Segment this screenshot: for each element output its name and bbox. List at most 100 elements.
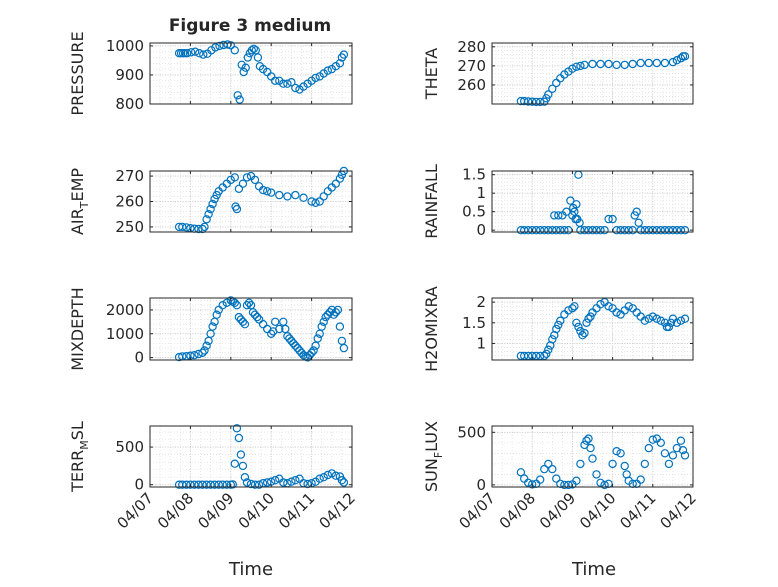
data-point <box>291 83 300 93</box>
data-point <box>339 478 349 487</box>
data-point <box>329 310 338 319</box>
data-point <box>331 179 340 188</box>
data-point <box>186 480 195 489</box>
data-point <box>660 225 670 235</box>
y-tick-label: 2000 <box>106 301 144 319</box>
y-tick-label: 270 <box>115 167 144 185</box>
y-tick-label: 0 <box>134 476 144 494</box>
data-point <box>660 449 670 458</box>
data-point <box>552 474 561 483</box>
data-point <box>178 222 187 232</box>
data-point <box>668 57 678 67</box>
data-point <box>668 225 678 235</box>
x-tick-label: 04/08 <box>496 489 539 532</box>
data-point <box>584 225 593 235</box>
data-point <box>211 43 220 52</box>
data-point <box>660 58 670 68</box>
y-axis-label: MIXDEPTH <box>68 287 87 370</box>
y-tick-label: 900 <box>115 66 144 84</box>
axes-box <box>491 42 694 105</box>
data-point <box>572 62 581 72</box>
data-point <box>317 322 326 331</box>
data-point <box>247 46 256 55</box>
figure-title: Figure 3 medium <box>169 16 331 36</box>
data-point <box>636 225 645 235</box>
axes-box <box>149 425 353 488</box>
axes-box <box>491 170 694 233</box>
data-point <box>520 96 529 106</box>
data-point <box>241 63 250 72</box>
data-point <box>232 204 242 214</box>
data-point <box>584 434 593 443</box>
data-point <box>636 58 645 68</box>
data-point <box>544 459 553 469</box>
data-point <box>335 322 345 331</box>
data-point <box>226 41 235 50</box>
data-point <box>564 306 573 315</box>
data-point <box>275 190 284 200</box>
data-point <box>668 451 678 460</box>
data-point <box>528 225 537 235</box>
data-point <box>271 476 280 485</box>
data-point <box>228 480 237 489</box>
data-point <box>562 207 571 216</box>
data-point <box>680 314 690 323</box>
data-point <box>275 324 284 334</box>
data-point <box>206 480 215 489</box>
data-point <box>548 464 557 474</box>
data-point <box>640 316 650 325</box>
subplot-air-temp: 250 260 270 AIRTEMP <box>68 166 353 236</box>
axes-box <box>149 297 353 361</box>
data-point <box>596 478 605 487</box>
data-point <box>596 300 605 309</box>
data-point <box>554 211 563 220</box>
data-point <box>250 310 260 319</box>
data-point <box>198 224 207 234</box>
y-tick-label: 0 <box>476 221 486 239</box>
data-point <box>234 184 244 193</box>
data-point <box>190 47 200 56</box>
data-point <box>287 477 296 486</box>
data-point <box>195 49 204 58</box>
data-point <box>572 200 581 209</box>
data-point <box>238 179 248 188</box>
data-point <box>628 225 637 235</box>
data-point <box>202 480 211 489</box>
x-tick-label: 04/10 <box>235 489 278 532</box>
x-tick-label: 04/09 <box>536 489 579 532</box>
data-point <box>576 225 585 235</box>
data-point <box>267 188 276 197</box>
data-point <box>672 318 682 327</box>
data-point <box>604 214 613 224</box>
data-point <box>283 79 292 88</box>
data-point <box>666 318 676 327</box>
data-point <box>299 193 308 202</box>
data-point <box>544 90 553 99</box>
data-point <box>560 480 569 490</box>
data-point <box>576 61 585 71</box>
data-point <box>578 331 587 340</box>
data-point <box>612 308 621 317</box>
data-point <box>258 185 268 195</box>
data-point <box>242 301 252 310</box>
data-point <box>574 322 583 332</box>
data-point <box>678 446 688 455</box>
data-point <box>580 328 589 338</box>
data-point <box>596 225 605 235</box>
x-tick-label: 04/08 <box>154 489 197 532</box>
data-point <box>331 471 340 480</box>
data-point <box>244 298 254 307</box>
data-point <box>582 436 591 445</box>
data-point <box>586 443 595 453</box>
data-point <box>672 56 682 65</box>
data-point <box>279 79 288 88</box>
data-point <box>556 316 565 325</box>
data-point <box>600 480 609 490</box>
data-point <box>648 225 658 235</box>
data-point <box>311 73 320 83</box>
data-point <box>664 225 674 235</box>
data-point <box>242 173 252 182</box>
